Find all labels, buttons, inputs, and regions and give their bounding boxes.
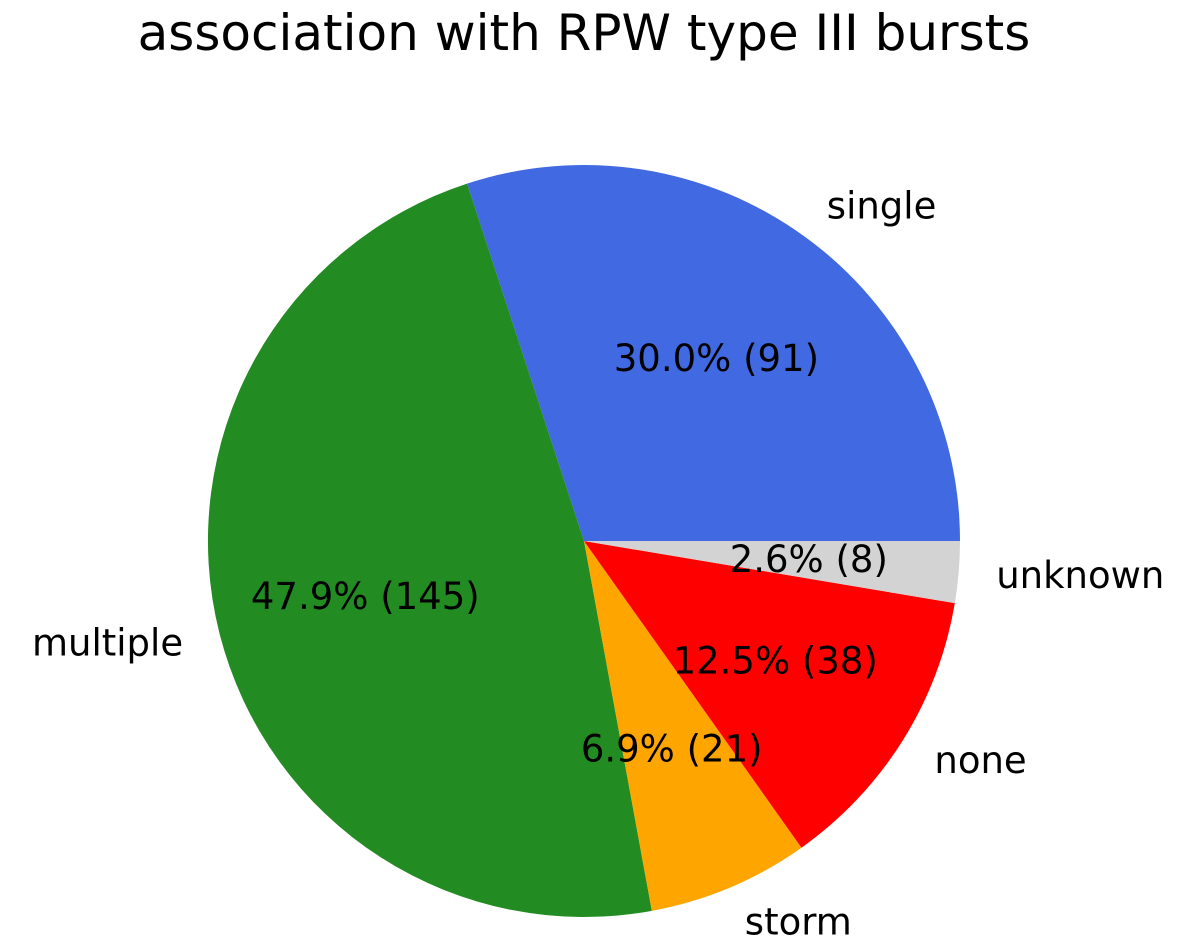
pie-slice-unknown (584, 541, 961, 604)
slice-label-none: none (934, 739, 1026, 782)
slice-percent-storm: 6.9% (21) (581, 727, 763, 770)
slice-label-unknown: unknown (996, 554, 1164, 597)
pie-slice-single (467, 164, 961, 541)
chart-title: association with RPW type III bursts (138, 4, 1031, 62)
slice-label-single: single (827, 185, 937, 228)
pie-labels: single 30.0% (91) multiple 47.9% (145) storm… (32, 185, 1164, 944)
pie-slice-none (584, 541, 955, 848)
slice-label-storm: storm (745, 901, 852, 944)
slice-label-multiple: multiple (32, 621, 183, 664)
slice-percent-multiple: 47.9% (145) (251, 575, 480, 618)
pie-slice-multiple (207, 183, 652, 918)
pie-slices (207, 164, 961, 918)
slice-percent-none: 12.5% (38) (673, 639, 878, 682)
pie-slice-storm (584, 541, 802, 911)
slice-percent-single: 30.0% (91) (614, 337, 819, 380)
slice-percent-unknown: 2.6% (8) (730, 538, 888, 581)
